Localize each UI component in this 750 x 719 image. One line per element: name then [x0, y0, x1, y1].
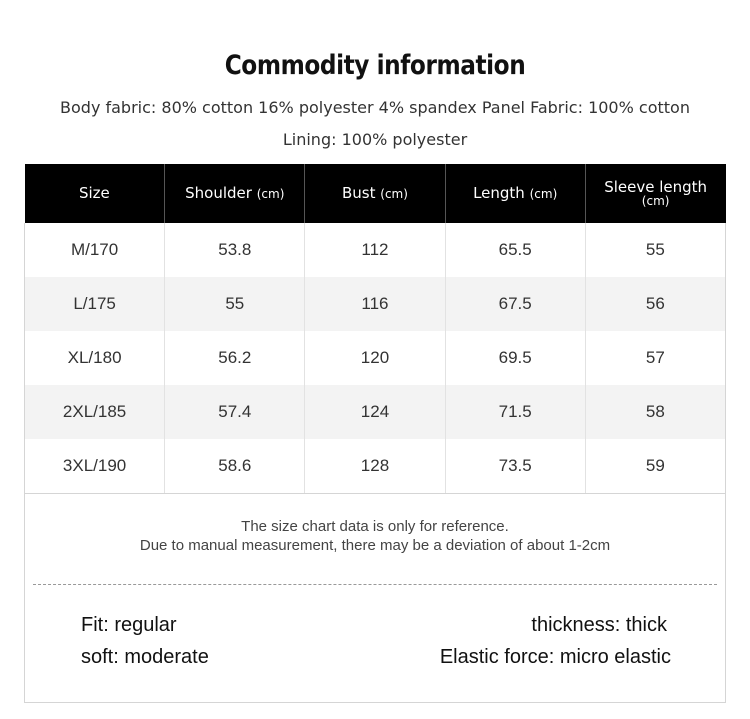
header-shoulder-label: Shoulder	[185, 184, 252, 203]
cell-length: 69.5	[444, 331, 586, 385]
cell-bust: 120	[304, 331, 446, 385]
lining-info: Lining: 100% polyester	[282, 130, 468, 149]
cell-bust: 128	[304, 439, 446, 493]
cell-size: XL/180	[23, 331, 165, 385]
header-length: Length (cm)	[444, 164, 586, 223]
table-row: 3XL/190 58.6 128 73.5 59	[23, 439, 727, 493]
table-header-row: Size Shoulder (cm) Bust (cm) Length (cm)…	[24, 164, 726, 223]
header-size: Size	[24, 164, 165, 223]
cell-shoulder: 55	[164, 277, 305, 331]
table-row: M/170 53.8 112 65.5 55	[23, 223, 727, 277]
cell-sleeve-length: 56	[584, 277, 727, 331]
thickness-attribute: thickness: thick	[531, 614, 667, 636]
cell-size: M/170	[23, 223, 165, 277]
table-row: XL/180 56.2 120 69.5 57	[23, 331, 727, 385]
dashed-divider	[33, 584, 717, 585]
header-size-label: Size	[78, 184, 110, 203]
header-length-unit: (cm)	[529, 187, 558, 202]
cell-shoulder: 56.2	[164, 331, 305, 385]
header-length-label: Length	[473, 184, 525, 203]
softness-attribute: soft: moderate	[81, 646, 209, 668]
header-bust-label: Bust	[342, 184, 376, 203]
header-shoulder-unit: (cm)	[256, 187, 285, 202]
fit-attribute: Fit: regular	[81, 614, 177, 636]
cell-sleeve-length: 57	[584, 331, 727, 385]
product-info-box: The size chart data is only for referenc…	[24, 493, 726, 703]
cell-size: L/175	[23, 277, 165, 331]
cell-bust: 124	[304, 385, 446, 439]
header-bust-unit: (cm)	[380, 187, 408, 202]
cell-size: 3XL/190	[23, 439, 165, 493]
header-shoulder: Shoulder (cm)	[164, 164, 305, 223]
cell-shoulder: 57.4	[164, 385, 305, 439]
cell-shoulder: 58.6	[164, 439, 305, 493]
table-row: 2XL/185 57.4 124 71.5 58	[23, 385, 727, 439]
header-sleeve-label: Sleeve length	[604, 177, 708, 196]
header-sleeve-length: Sleeve length (cm)	[584, 164, 726, 223]
size-chart-table: Size Shoulder (cm) Bust (cm) Length (cm)…	[23, 164, 727, 493]
header-sleeve-unit: (cm)	[641, 194, 670, 209]
cell-length: 71.5	[444, 385, 586, 439]
cell-bust: 112	[304, 223, 446, 277]
fabric-info: Body fabric: 80% cotton 16% polyester 4%…	[60, 98, 690, 117]
cell-length: 65.5	[444, 223, 586, 277]
deviation-note: Due to manual measurement, there may be …	[139, 537, 611, 554]
cell-shoulder: 53.8	[164, 223, 305, 277]
cell-bust: 116	[304, 277, 446, 331]
reference-note: The size chart data is only for referenc…	[241, 518, 509, 535]
cell-sleeve-length: 58	[584, 385, 727, 439]
page-title: Commodity information	[224, 50, 526, 81]
header-bust: Bust (cm)	[304, 164, 446, 223]
table-row: L/175 55 116 67.5 56	[23, 277, 727, 331]
elasticity-attribute: Elastic force: micro elastic	[439, 646, 671, 668]
cell-sleeve-length: 59	[584, 439, 727, 493]
cell-sleeve-length: 55	[584, 223, 727, 277]
cell-size: 2XL/185	[23, 385, 165, 439]
cell-length: 67.5	[444, 277, 586, 331]
cell-length: 73.5	[444, 439, 586, 493]
